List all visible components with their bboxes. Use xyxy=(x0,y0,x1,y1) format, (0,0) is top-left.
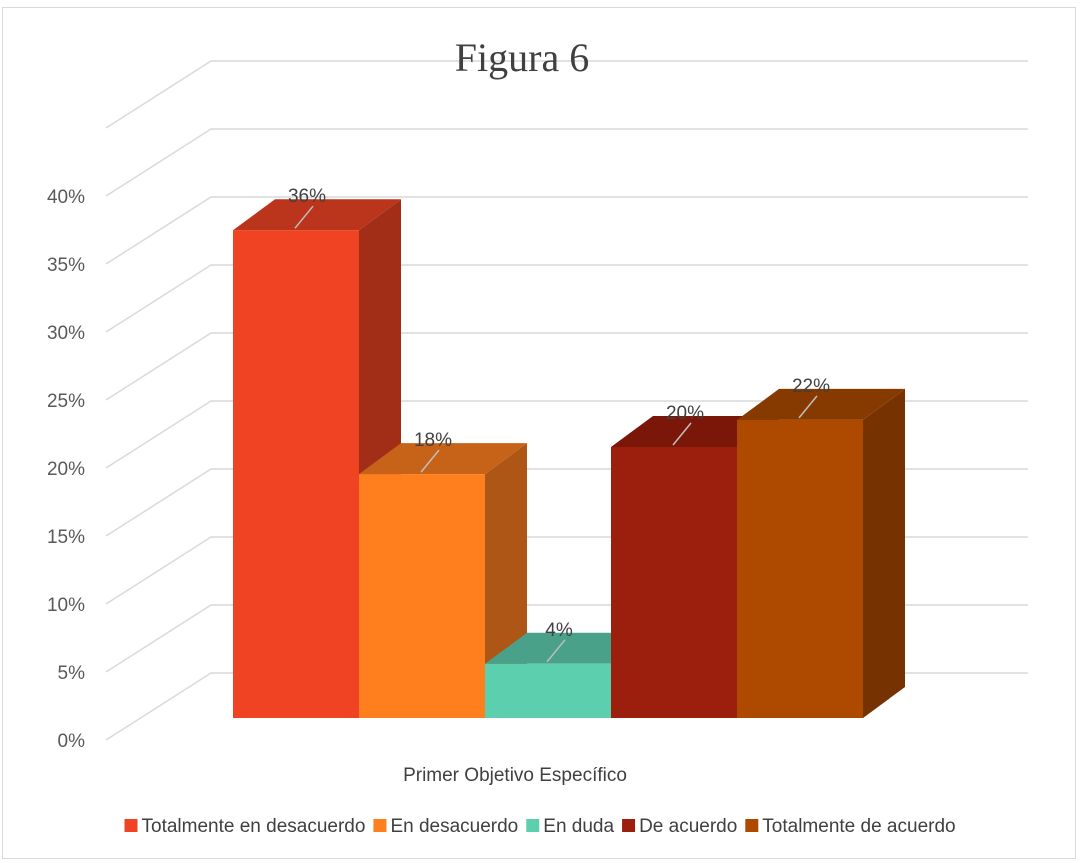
bar xyxy=(737,388,905,718)
legend-swatch xyxy=(124,819,138,832)
bar-top xyxy=(359,443,527,475)
bar-front xyxy=(359,474,485,718)
data-label-leader xyxy=(798,395,818,419)
y-tick-label: 25% xyxy=(47,391,85,412)
data-label-leader xyxy=(546,639,566,663)
legend-swatch xyxy=(622,819,636,832)
legend-item: Totalmente en desacuerdo xyxy=(124,816,366,837)
bar-top xyxy=(233,199,401,231)
data-label-leader xyxy=(420,449,440,473)
gridline-depth xyxy=(105,672,212,741)
legend-label: Totalmente de acuerdo xyxy=(762,816,955,837)
bar-side xyxy=(863,388,905,718)
gridline-depth xyxy=(105,128,212,197)
legend-item: En desacuerdo xyxy=(373,816,518,837)
data-label: 22% xyxy=(792,376,830,397)
gridline-depth xyxy=(105,264,212,333)
legend-label: En desacuerdo xyxy=(390,816,518,837)
gridline-depth xyxy=(105,400,212,469)
legend-item: Totalmente de acuerdo xyxy=(745,816,956,837)
gridline-depth xyxy=(105,196,212,265)
data-labels: 36% 18% 4% 20% 22% xyxy=(288,186,830,663)
legend-label: Totalmente en desacuerdo xyxy=(142,816,366,837)
y-tick-label: 40% xyxy=(47,187,85,208)
data-label-leader xyxy=(294,205,314,229)
bar-front xyxy=(611,447,737,718)
legend-item: De acuerdo xyxy=(622,816,737,837)
legend-swatch xyxy=(745,819,759,832)
bar xyxy=(359,443,527,718)
legend-label: De acuerdo xyxy=(639,816,737,837)
category-label: Primer Objetivo Específico xyxy=(403,765,627,786)
y-tick-label: 35% xyxy=(47,255,85,276)
gridline-depth xyxy=(105,332,212,401)
legend-swatch xyxy=(373,819,387,832)
legend: Totalmente en desacuerdo En desacuerdo En … xyxy=(124,816,956,837)
legend-label: En duda xyxy=(543,816,614,837)
bar-front xyxy=(737,419,863,718)
bars xyxy=(233,199,905,718)
bar-top xyxy=(737,388,905,420)
y-tick-label: 5% xyxy=(58,663,86,684)
chart-title: Figura 6 xyxy=(455,35,589,80)
gridline-depth xyxy=(105,604,212,673)
data-label: 20% xyxy=(666,403,704,424)
data-label: 4% xyxy=(545,620,573,641)
y-tick-label: 0% xyxy=(58,731,86,752)
bar-front xyxy=(233,230,359,718)
gridline-depth xyxy=(105,60,212,129)
y-tick-label: 30% xyxy=(47,323,85,344)
y-axis-ticks: 0% 5% 10% 15% 20% 25% 30% 35% 40% xyxy=(47,187,85,752)
gridline-depth xyxy=(105,468,212,537)
chart-frame: 0% 5% 10% 15% 20% 25% 30% 35% 40% 36% 18% 4% 20% 22%… xyxy=(2,7,1076,859)
bar-front xyxy=(485,663,611,718)
bar-chart: 0% 5% 10% 15% 20% 25% 30% 35% 40% 36% 18% 4% 20% 22%… xyxy=(47,35,1028,837)
y-tick-label: 20% xyxy=(47,459,85,480)
data-label: 36% xyxy=(288,186,326,207)
legend-swatch xyxy=(526,819,540,832)
data-label: 18% xyxy=(414,430,452,451)
data-label-leader xyxy=(672,422,692,446)
y-tick-label: 15% xyxy=(47,527,85,548)
legend-item: En duda xyxy=(526,816,614,837)
y-tick-label: 10% xyxy=(47,595,85,616)
gridline-depth xyxy=(105,536,212,605)
